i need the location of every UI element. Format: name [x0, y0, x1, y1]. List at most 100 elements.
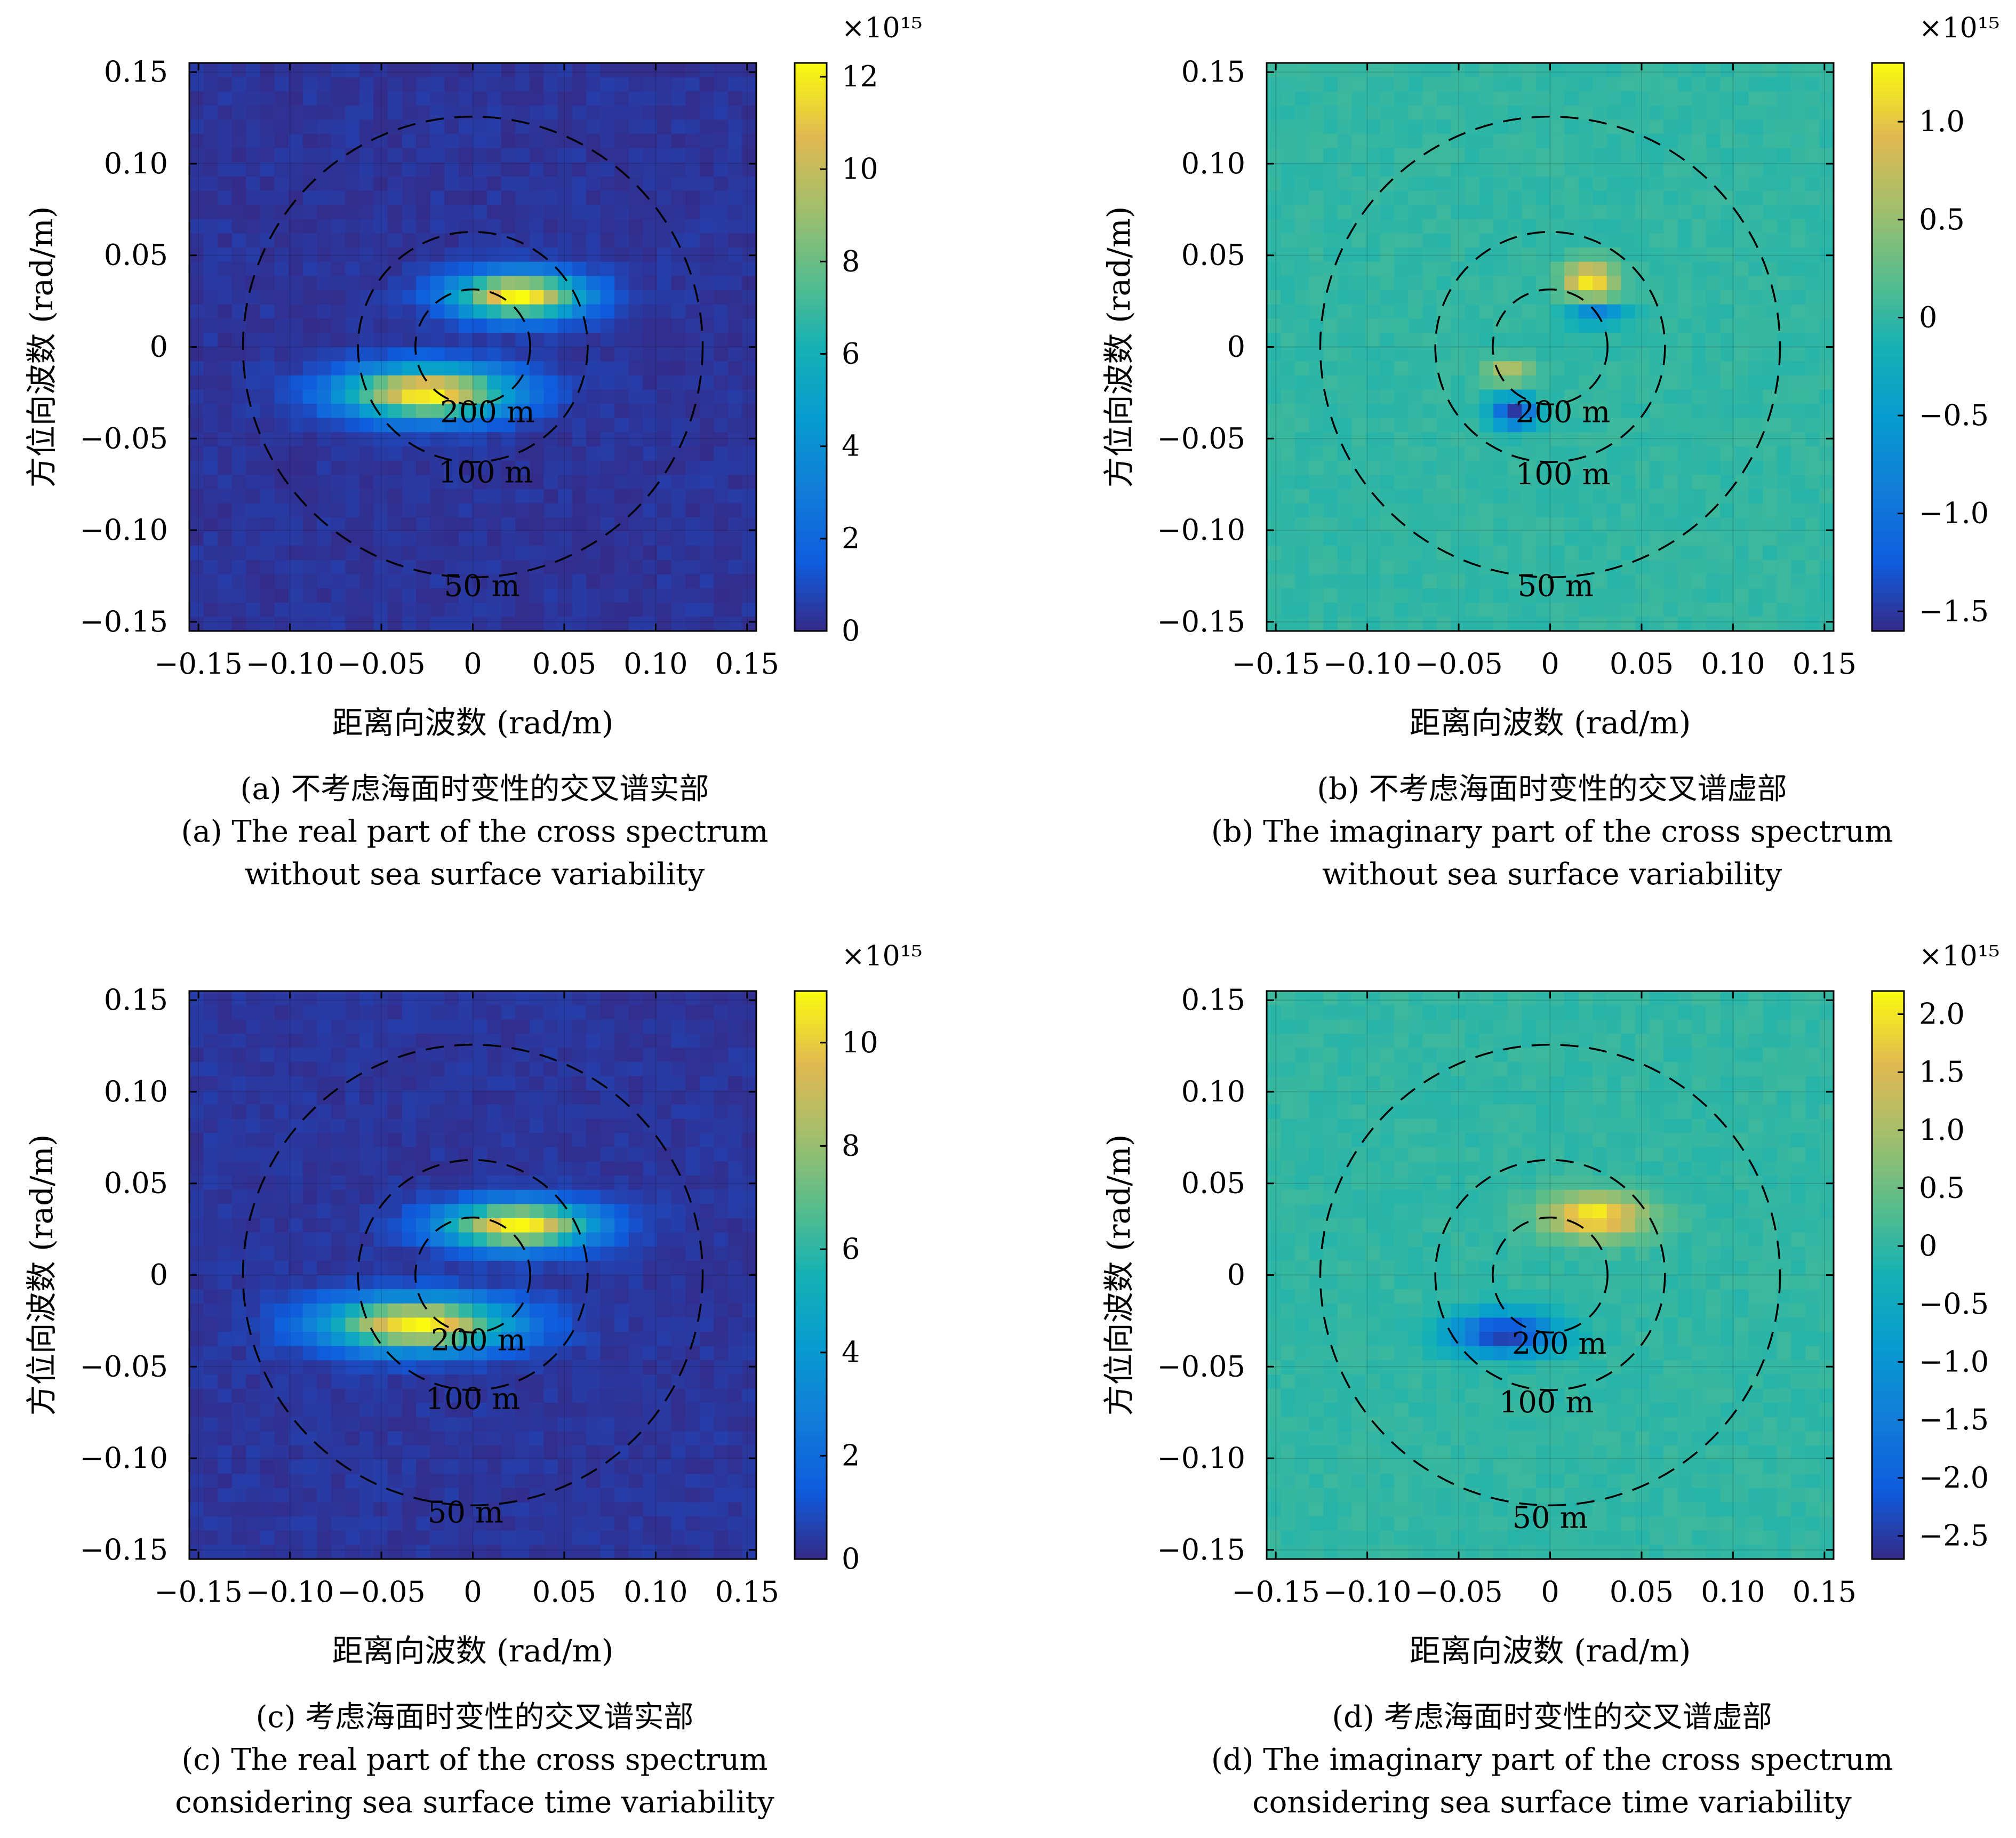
heatmap-cell	[558, 1317, 572, 1332]
heatmap-cell	[204, 318, 218, 333]
heatmap-cell	[430, 1360, 445, 1374]
heatmap-cell	[501, 1034, 516, 1048]
heatmap-cell	[1295, 532, 1309, 546]
heatmap-cell	[487, 1019, 501, 1034]
heatmap-cell	[402, 205, 417, 219]
heatmap-cell	[1351, 461, 1366, 475]
heatmap-cell	[572, 177, 587, 191]
heatmap-cell	[530, 1190, 544, 1204]
heatmap-cell	[331, 475, 346, 489]
heatmap-cell	[232, 262, 246, 276]
colorbar-segment	[795, 91, 827, 97]
heatmap-cell	[1522, 262, 1536, 276]
heatmap-cell	[402, 1090, 417, 1105]
heatmap-cell	[473, 63, 487, 77]
heatmap-cell	[1409, 177, 1423, 191]
colorbar-segment	[795, 347, 827, 353]
heatmap-cell	[742, 205, 756, 219]
heatmap-cell	[1763, 461, 1777, 475]
heatmap-cell	[543, 1162, 558, 1176]
heatmap-cell	[530, 148, 544, 163]
heatmap-cell	[402, 603, 417, 617]
heatmap-cell	[515, 1246, 530, 1261]
heatmap-cell	[558, 375, 572, 390]
heatmap-cell	[331, 503, 346, 517]
heatmap-cell	[232, 1374, 246, 1389]
heatmap-cell	[543, 91, 558, 106]
heatmap-cell	[487, 276, 501, 290]
heatmap-cell	[530, 617, 544, 631]
heatmap-cell	[1763, 418, 1777, 433]
heatmap-cell	[289, 305, 303, 319]
heatmap-cell	[1805, 106, 1820, 120]
heatmap-cell	[1678, 546, 1692, 560]
heatmap-cell	[586, 503, 601, 517]
heatmap-cell	[430, 603, 445, 617]
heatmap-cell	[700, 546, 714, 560]
heatmap-cell	[260, 1417, 275, 1432]
heatmap-cell	[1734, 290, 1749, 305]
heatmap-cell	[388, 1062, 402, 1076]
heatmap-cell	[1621, 290, 1635, 305]
heatmap-cell	[359, 1360, 374, 1374]
heatmap-cell	[1734, 63, 1749, 77]
heatmap-cell	[1508, 333, 1522, 347]
heatmap-cell	[1323, 489, 1338, 504]
heatmap-cell	[629, 418, 643, 433]
heatmap-cell	[558, 503, 572, 517]
colorbar-segment	[1872, 588, 1904, 594]
heatmap-cell	[1692, 191, 1706, 205]
heatmap-cell	[204, 389, 218, 404]
heatmap-cell	[586, 991, 601, 1005]
heatmap-cell	[742, 162, 756, 177]
heatmap-cell	[1465, 290, 1479, 305]
heatmap-cell	[1479, 617, 1494, 631]
heatmap-cell	[1508, 177, 1522, 191]
heatmap-cell	[388, 603, 402, 617]
heatmap-cell	[218, 1076, 232, 1091]
heatmap-cell	[700, 91, 714, 106]
heatmap-cell	[331, 1204, 346, 1218]
heatmap-cell	[430, 134, 445, 148]
heatmap-cell	[359, 475, 374, 489]
colorbar-segment	[1872, 375, 1904, 381]
heatmap-cell	[473, 77, 487, 92]
heatmap-cell	[601, 1190, 615, 1204]
heatmap-cell	[303, 77, 317, 92]
heatmap-cell	[189, 148, 204, 163]
heatmap-cell	[430, 1119, 445, 1133]
heatmap-cell	[246, 603, 260, 617]
heatmap-cell	[189, 1503, 204, 1517]
heatmap-cell	[189, 1076, 204, 1091]
heatmap-cell	[629, 532, 643, 546]
heatmap-cell	[1351, 603, 1366, 617]
heatmap-cell	[303, 1389, 317, 1403]
heatmap-cell	[1422, 461, 1437, 475]
heatmap-cell	[359, 106, 374, 120]
heatmap-cell	[260, 1403, 275, 1417]
heatmap-cell	[204, 1233, 218, 1247]
heatmap-cell	[1479, 106, 1494, 120]
heatmap-cell	[685, 77, 700, 92]
heatmap-cell	[685, 205, 700, 219]
heatmap-cell	[685, 574, 700, 589]
colorbar-segment	[1872, 584, 1904, 589]
heatmap-cell	[657, 134, 671, 148]
heatmap-cell	[487, 148, 501, 163]
heatmap-cell	[558, 1360, 572, 1374]
heatmap-cell	[1508, 503, 1522, 517]
heatmap-cell	[530, 991, 544, 1005]
heatmap-cell	[1380, 234, 1395, 248]
heatmap-cell	[685, 617, 700, 631]
heatmap-cell	[1635, 489, 1650, 504]
heatmap-cell	[657, 1317, 671, 1332]
heatmap-cell	[189, 1034, 204, 1048]
heatmap-cell	[260, 91, 275, 106]
heatmap-cell	[601, 446, 615, 461]
heatmap-cell	[543, 1076, 558, 1091]
heatmap-cell	[1422, 404, 1437, 418]
heatmap-cell	[289, 603, 303, 617]
heatmap-cell	[487, 991, 501, 1005]
heatmap-cell	[232, 120, 246, 134]
heatmap-cell	[289, 1019, 303, 1034]
